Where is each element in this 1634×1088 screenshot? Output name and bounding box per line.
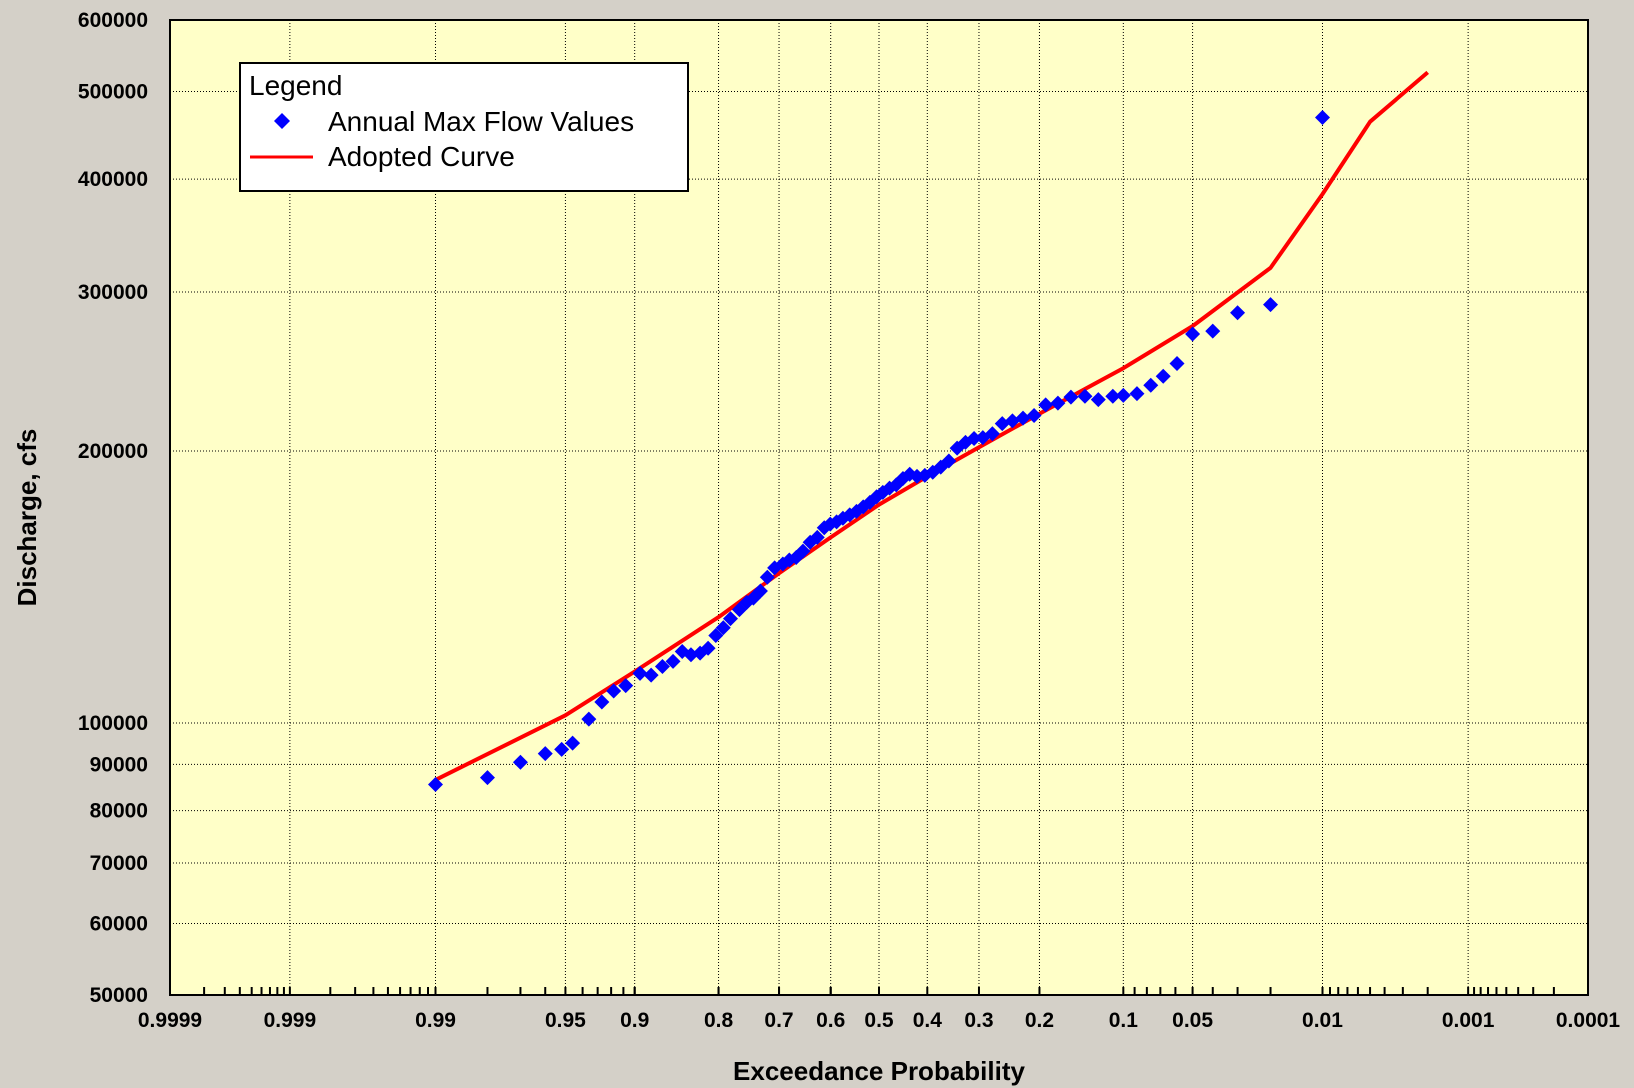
annual-max-point [1077, 388, 1093, 404]
annual-max-point [479, 770, 495, 786]
x-tick-labels: 0.9999 0.999 0.99 0.95 0.9 0.8 0.7 0.6 0.5 0.4 0.3… [138, 1009, 1621, 1032]
x-tick-label: 0.8 [704, 1009, 734, 1032]
x-tick-label: 0.3 [964, 1009, 993, 1032]
annual-max-point [1129, 386, 1145, 402]
x-tick-label: 0.2 [1025, 1009, 1054, 1032]
annual-max-point [1026, 407, 1042, 423]
annual-max-point [1004, 413, 1020, 429]
annual-max-point [759, 569, 775, 585]
legend-entry-adopted-curve: Adopted Curve [328, 141, 515, 172]
x-tick-label: 0.05 [1172, 1009, 1213, 1032]
annual-max-point [428, 776, 444, 792]
annual-max-point [537, 746, 553, 762]
x-tick-label: 0.95 [545, 1009, 586, 1032]
annual-max-point [581, 711, 597, 727]
legend-title: Legend [249, 70, 342, 101]
x-axis-title: Exceedance Probability [733, 1056, 1025, 1086]
x-tick-label: 0.4 [913, 1009, 943, 1032]
annual-max-point [618, 678, 634, 694]
legend-diamond-marker [274, 113, 290, 129]
annual-max-point [809, 529, 825, 545]
legend-box [239, 62, 689, 192]
x-tick-label: 0.9999 [138, 1009, 202, 1032]
annual-max-point [1143, 377, 1159, 393]
annual-max-point [665, 653, 681, 669]
annual-max-point [700, 640, 716, 656]
y-tick-label: 400000 [78, 168, 148, 191]
y-tick-label: 90000 [90, 753, 148, 776]
annual-max-point [1015, 410, 1031, 426]
y-tick-label: 300000 [78, 281, 148, 304]
annual-max-point [565, 735, 581, 751]
legend-entry-annual-max: Annual Max Flow Values [328, 106, 634, 137]
x-tick-label: 0.6 [816, 1009, 845, 1032]
annual-max-point [941, 453, 957, 469]
annual-max-point [1314, 109, 1330, 125]
annual-max-point [966, 431, 982, 447]
annual-max-point [632, 665, 648, 681]
annual-max-point [722, 611, 738, 627]
y-axis-title: Discharge, cfs [12, 429, 42, 607]
annual-max-point [1169, 356, 1185, 372]
annual-max-point [1115, 387, 1131, 403]
y-tick-label: 60000 [90, 912, 148, 935]
legend: Legend Annual Max Flow Values Adopted Cu… [239, 62, 689, 192]
annual-max-point [795, 543, 811, 559]
annual-max-point [715, 620, 731, 636]
y-tick-label: 80000 [90, 800, 148, 823]
x-tick-label: 0.9 [620, 1009, 649, 1032]
y-tick-label: 500000 [78, 81, 148, 104]
x-tick-label: 0.7 [764, 1009, 793, 1032]
x-minor-ticks [203, 987, 1555, 995]
annual-max-point [606, 683, 622, 699]
x-tick-label: 0.999 [264, 1009, 317, 1032]
annual-max-point [594, 694, 610, 710]
annual-max-point [1263, 297, 1279, 313]
y-tick-label: 50000 [90, 984, 148, 1007]
annual-max-point [1105, 388, 1121, 404]
annual-max-point [654, 658, 670, 674]
x-tick-label: 0.1 [1109, 1009, 1139, 1032]
annual-max-point [1063, 389, 1079, 405]
x-tick-label: 0.01 [1302, 1009, 1343, 1032]
annual-max-point [752, 583, 768, 599]
y-tick-label: 100000 [78, 712, 148, 735]
annual-max-point [1185, 326, 1201, 342]
annual-max-point [1205, 323, 1221, 339]
annual-max-point [643, 667, 659, 683]
y-tick-label: 600000 [78, 9, 148, 32]
annual-max-point [1038, 397, 1054, 413]
x-tick-label: 0.5 [864, 1009, 894, 1032]
x-tick-label: 0.001 [1442, 1009, 1495, 1032]
x-tick-label: 0.99 [415, 1009, 456, 1032]
x-tick-label: 0.0001 [1556, 1009, 1621, 1032]
annual-max-point [554, 741, 570, 757]
y-tick-labels: 50000 60000 70000 80000 90000 100000 200000 300… [78, 9, 148, 1007]
annual-max-point [1155, 368, 1171, 384]
annual-max-point [1230, 305, 1246, 321]
y-tick-label: 200000 [78, 440, 148, 463]
annual-max-point [708, 627, 724, 643]
y-tick-label: 70000 [90, 852, 148, 875]
annual-max-point [512, 754, 528, 770]
annual-max-point [1090, 392, 1106, 408]
annual-max-point [1050, 395, 1066, 411]
series-layer [428, 70, 1430, 792]
annual-max-point [984, 426, 1000, 442]
